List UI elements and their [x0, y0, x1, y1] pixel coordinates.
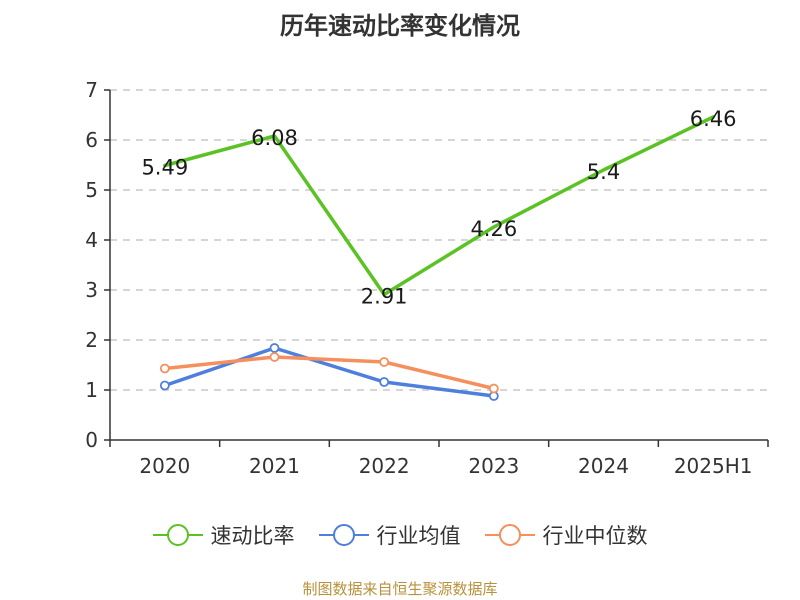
legend-label-industry-mean: 行业均值 [376, 524, 461, 548]
series-1-point-2021 [269, 343, 280, 353]
legend-marker-industry-median [484, 524, 535, 546]
legend-item-industry-median[interactable]: 行业中位数 [484, 520, 648, 550]
y-tick-label-4: 4 [85, 228, 98, 252]
y-tick-label-5: 5 [85, 178, 98, 202]
legend-item-industry-mean[interactable]: 行业均值 [318, 520, 461, 550]
data-label-2022: 2.91 [361, 285, 408, 309]
series-line-0 [163, 115, 715, 297]
series-line-1 [163, 346, 496, 398]
chart-title: 历年速动比率变化情况 [280, 12, 520, 40]
data-label-2023: 4.26 [470, 217, 517, 241]
legend-label-industry-median: 行业中位数 [542, 524, 648, 548]
legend-marker-quick-ratio [152, 524, 203, 546]
y-tick-label-3: 3 [85, 278, 98, 302]
data-label-2025H1: 6.46 [690, 107, 737, 131]
y-tick-label-0: 0 [85, 428, 98, 452]
x-tick-label-2023: 2023 [468, 454, 519, 478]
data-label-2024: 5.4 [587, 160, 620, 184]
y-tick-label-7: 7 [85, 78, 98, 102]
series-2-point-2021 [269, 352, 280, 362]
legend-marker-industry-mean [318, 524, 369, 546]
x-tick-label-2025H1: 2025H1 [674, 454, 753, 478]
series-1-point-2022 [379, 377, 390, 387]
y-tick-label-6: 6 [85, 128, 98, 152]
x-tick-label-2022: 2022 [359, 454, 410, 478]
series-line-2 [163, 355, 496, 391]
source-footer: 制图数据来自恒生聚源数据库 [302, 580, 498, 598]
series-2-point-2020 [159, 363, 170, 374]
legend-label-quick-ratio: 速动比率 [210, 524, 295, 548]
data-label-2020: 5.49 [141, 156, 188, 180]
series-2-point-2022 [379, 357, 390, 367]
chart-legend: 速动比率 行业均值 行业中位数 [0, 520, 800, 550]
y-tick-label-2: 2 [85, 328, 98, 352]
x-tick-label-2024: 2024 [578, 454, 629, 478]
legend-item-quick-ratio[interactable]: 速动比率 [152, 520, 295, 550]
x-tick-label-2020: 2020 [139, 454, 190, 478]
series-1-point-2020 [159, 380, 170, 391]
series-2-point-2023 [488, 383, 499, 394]
y-tick-label-1: 1 [85, 378, 98, 402]
x-tick-label-2021: 2021 [249, 454, 300, 478]
data-label-2021: 6.08 [251, 126, 298, 150]
